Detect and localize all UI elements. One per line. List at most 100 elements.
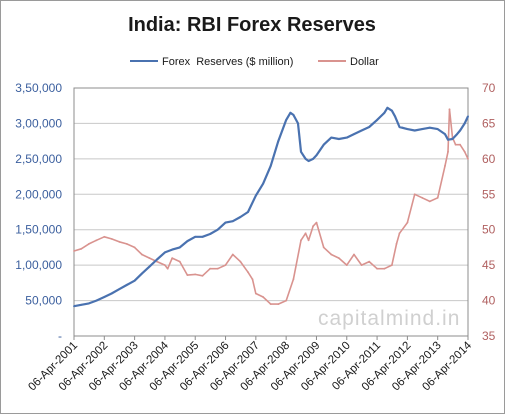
dollar-point [269, 303, 272, 305]
forex-reserves-point [292, 114, 295, 116]
dollar-point [360, 264, 363, 266]
forex-reserves-point [467, 115, 469, 118]
plot-area [73, 87, 469, 337]
forex-reserves-point [125, 284, 128, 286]
forex-reserves-point [463, 122, 466, 125]
forex-reserves-point [285, 119, 288, 121]
dollar-point [194, 273, 197, 276]
forex-reserves-point [118, 288, 121, 291]
forex-reserves-point [148, 265, 151, 268]
dollar-point [239, 260, 242, 263]
forex-reserves-point [186, 240, 189, 243]
right-tick-label: 55 [482, 187, 496, 201]
forex-reserves-point [330, 136, 333, 139]
dollar-point [251, 278, 254, 281]
right-tick-label: 60 [482, 152, 496, 166]
forex-reserves-point [312, 158, 314, 160]
left-tick-label: - [58, 329, 62, 343]
dollar-point [224, 264, 227, 266]
dollar-point [304, 232, 307, 235]
forex-reserves-point [209, 233, 212, 235]
forex-reserves-point [254, 194, 257, 197]
dollar-point [80, 247, 83, 250]
dollar-point [436, 196, 439, 199]
left-axis: - 50,000 1,00,000 1,50,000 2,00,000 2,50,000 3… [15, 81, 62, 343]
dollar-point [254, 292, 257, 295]
dollar-point [186, 274, 189, 276]
dollar-point [467, 158, 469, 160]
right-tick-label: 40 [482, 294, 496, 308]
forex-reserves-point [201, 235, 204, 238]
dollar-point [421, 196, 424, 199]
left-tick-label: 1,00,000 [15, 258, 62, 272]
forex-reserves-point [289, 111, 292, 114]
forex-reserves-point [456, 133, 458, 136]
left-tick-label: 3,50,000 [15, 81, 62, 95]
right-tick-label: 65 [482, 116, 496, 130]
right-tick-label: 50 [482, 223, 496, 237]
dollar-point [166, 267, 169, 270]
dollar-point [395, 243, 398, 245]
forex-reserves-point [80, 303, 83, 306]
dollar-point [307, 239, 310, 242]
forex-reserves-point [133, 279, 136, 282]
dollar-point [125, 243, 128, 245]
forex-reserves-point [307, 160, 310, 162]
forex-reserves-point [300, 150, 302, 153]
dollar-line [73, 108, 469, 305]
dollar-point [459, 143, 461, 146]
forex-reserves-point [88, 302, 90, 305]
forex-reserves-point [164, 251, 166, 254]
forex-reserves-point [171, 248, 174, 251]
dollar-point [463, 150, 466, 153]
left-tick-label: 3,00,000 [15, 116, 62, 130]
left-tick-label: 50,000 [25, 294, 62, 308]
forex-reserves-point [194, 235, 197, 238]
dollar-point [330, 253, 333, 256]
forex-reserves-point [322, 143, 325, 146]
forex-reserves-point [103, 296, 106, 298]
legend: Forex Reserves ($ million) Dollar [130, 56, 379, 68]
dollar-point [201, 274, 204, 277]
grid [74, 87, 468, 337]
dollar-point [300, 239, 302, 242]
dollar-point [413, 193, 416, 196]
dollar-point [247, 271, 249, 274]
dollar-point [292, 278, 295, 281]
dollar-point [133, 246, 136, 249]
dollar-point [345, 264, 348, 266]
forex-reserves-point [224, 221, 227, 224]
x-axis: 06-Apr-200106-Apr-200206-Apr-200306-Apr-… [26, 336, 475, 393]
forex-reserves-point [447, 138, 449, 141]
dollar-point [398, 232, 401, 235]
dollar-point [322, 246, 325, 249]
forex-reserves-point [391, 109, 393, 112]
dollar-point [262, 296, 264, 298]
forex-reserves-point [277, 140, 280, 143]
dollar-point [383, 267, 386, 270]
forex-reserves-point [262, 182, 264, 185]
forex-reserves-point [413, 129, 416, 132]
legend-forex-label: Forex Reserves ($ million) [162, 56, 293, 68]
left-tick-label: 1,50,000 [15, 223, 62, 237]
dollar-point [444, 165, 446, 167]
dollar-point [353, 253, 355, 256]
forex-reserves-point [360, 129, 363, 132]
forex-reserves-point [428, 126, 431, 129]
dollar-point [141, 253, 143, 256]
forex-reserves-point [269, 165, 272, 167]
dollar-point [428, 200, 431, 203]
forex-reserves-point [406, 128, 409, 131]
forex-reserves-point [459, 129, 461, 132]
dollar-point [110, 238, 113, 240]
left-tick-label: 2,00,000 [15, 187, 62, 201]
forex-reserves-line [73, 106, 469, 308]
dollar-point [171, 257, 174, 259]
watermark: capitalmind.in [318, 307, 460, 330]
dollar-point [73, 250, 75, 252]
dollar-point [312, 225, 314, 228]
right-tick-label: 70 [482, 81, 496, 95]
right-axis: 35 40 45 50 55 60 65 70 [482, 81, 496, 343]
forex-reserves-point [368, 126, 371, 128]
